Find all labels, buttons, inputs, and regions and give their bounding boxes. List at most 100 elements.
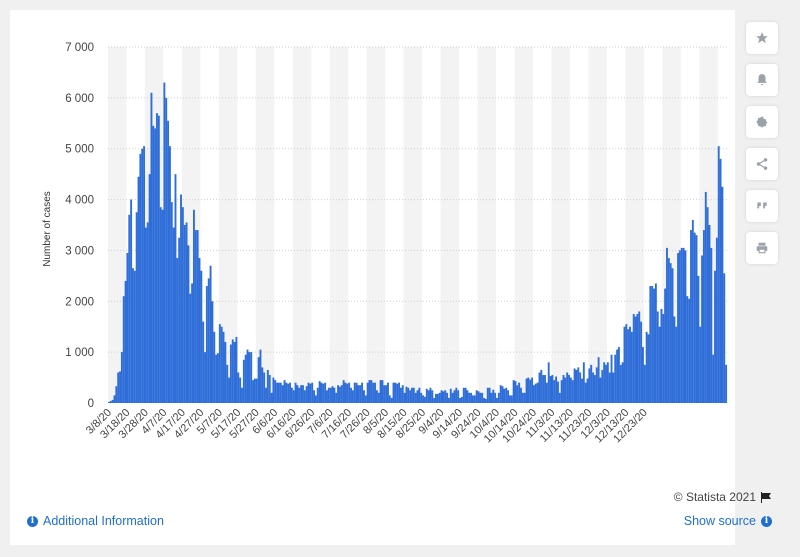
bar[interactable] xyxy=(181,207,184,403)
bar[interactable] xyxy=(653,288,655,403)
bar[interactable] xyxy=(523,392,526,403)
cite-button[interactable] xyxy=(746,190,778,222)
bar[interactable] xyxy=(239,377,242,403)
bar[interactable] xyxy=(351,390,354,403)
bar[interactable] xyxy=(117,372,120,403)
bar[interactable] xyxy=(202,321,205,403)
bar[interactable] xyxy=(361,382,364,403)
bar[interactable] xyxy=(255,378,258,403)
bar[interactable] xyxy=(630,331,633,403)
bar[interactable] xyxy=(680,247,683,403)
bar[interactable] xyxy=(390,397,393,403)
bar[interactable] xyxy=(388,395,391,403)
bar[interactable] xyxy=(704,191,707,403)
bar[interactable] xyxy=(287,383,290,403)
bar[interactable] xyxy=(187,245,190,403)
bar[interactable] xyxy=(229,344,232,403)
bar[interactable] xyxy=(464,387,467,403)
bar[interactable] xyxy=(693,232,696,403)
bar[interactable] xyxy=(265,387,267,403)
bar[interactable] xyxy=(420,392,423,403)
bar[interactable] xyxy=(440,390,443,403)
bar[interactable] xyxy=(462,387,465,403)
bar[interactable] xyxy=(612,372,615,403)
bar[interactable] xyxy=(108,401,110,403)
bar[interactable] xyxy=(211,301,214,403)
bar[interactable] xyxy=(470,392,473,403)
bar[interactable] xyxy=(215,354,218,403)
bar[interactable] xyxy=(218,324,221,403)
bar[interactable] xyxy=(350,387,352,403)
bar[interactable] xyxy=(326,390,328,403)
statista-credit[interactable]: © Statista 2021 xyxy=(674,490,772,504)
bar[interactable] xyxy=(329,387,332,403)
bar[interactable] xyxy=(638,311,641,403)
bar[interactable] xyxy=(699,326,702,403)
bar[interactable] xyxy=(557,381,559,403)
bar[interactable] xyxy=(342,380,345,403)
bar[interactable] xyxy=(311,382,314,403)
favorite-button[interactable] xyxy=(746,22,778,54)
bar[interactable] xyxy=(403,392,406,403)
bar[interactable] xyxy=(178,237,181,403)
bar[interactable] xyxy=(292,390,295,403)
bar[interactable] xyxy=(322,383,325,403)
bar[interactable] xyxy=(226,364,229,403)
bar[interactable] xyxy=(545,382,548,403)
bar[interactable] xyxy=(520,387,522,403)
bar[interactable] xyxy=(141,148,144,403)
bar[interactable] xyxy=(623,326,626,403)
bar[interactable] xyxy=(144,227,147,403)
bar[interactable] xyxy=(671,268,674,403)
bar[interactable] xyxy=(562,375,565,403)
bar[interactable] xyxy=(285,382,288,403)
bar[interactable] xyxy=(113,395,116,403)
bar[interactable] xyxy=(459,397,461,403)
bar[interactable] xyxy=(183,225,186,403)
bar[interactable] xyxy=(673,316,676,403)
bar[interactable] xyxy=(261,367,264,403)
bar[interactable] xyxy=(119,371,121,403)
bar[interactable] xyxy=(488,387,491,403)
bar[interactable] xyxy=(599,377,602,403)
bar[interactable] xyxy=(538,372,541,403)
bar[interactable] xyxy=(610,354,613,403)
bar[interactable] xyxy=(290,387,293,403)
bar[interactable] xyxy=(250,352,253,403)
bar[interactable] xyxy=(257,357,260,403)
bar[interactable] xyxy=(451,392,454,403)
bar[interactable] xyxy=(196,230,199,403)
bar[interactable] xyxy=(414,392,417,403)
bar[interactable] xyxy=(449,388,452,403)
bar[interactable] xyxy=(314,395,317,403)
bar[interactable] xyxy=(192,209,195,403)
bar[interactable] xyxy=(429,387,432,403)
bar[interactable] xyxy=(712,354,715,403)
bar[interactable] xyxy=(172,227,175,403)
bar[interactable] xyxy=(691,219,694,403)
bar[interactable] xyxy=(165,97,168,403)
bar[interactable] xyxy=(640,321,643,403)
bar[interactable] xyxy=(721,186,724,403)
bar[interactable] xyxy=(377,392,380,403)
bar[interactable] xyxy=(207,278,210,403)
bar[interactable] xyxy=(490,392,493,403)
settings-button[interactable] xyxy=(746,106,778,138)
bar[interactable] xyxy=(122,296,125,403)
bar[interactable] xyxy=(139,153,142,403)
bar[interactable] xyxy=(168,146,171,403)
bar[interactable] xyxy=(708,225,711,403)
bar[interactable] xyxy=(654,283,657,403)
bar[interactable] xyxy=(228,377,231,403)
bar[interactable] xyxy=(651,286,654,403)
bar[interactable] xyxy=(170,202,173,403)
bar[interactable] xyxy=(558,392,561,403)
bar[interactable] xyxy=(346,383,349,403)
bar[interactable] xyxy=(335,392,338,403)
bar[interactable] xyxy=(715,237,718,403)
bar[interactable] xyxy=(614,354,617,403)
bar[interactable] xyxy=(435,393,437,403)
bar[interactable] xyxy=(627,329,630,403)
bar[interactable] xyxy=(159,207,162,403)
bar[interactable] xyxy=(697,275,700,403)
